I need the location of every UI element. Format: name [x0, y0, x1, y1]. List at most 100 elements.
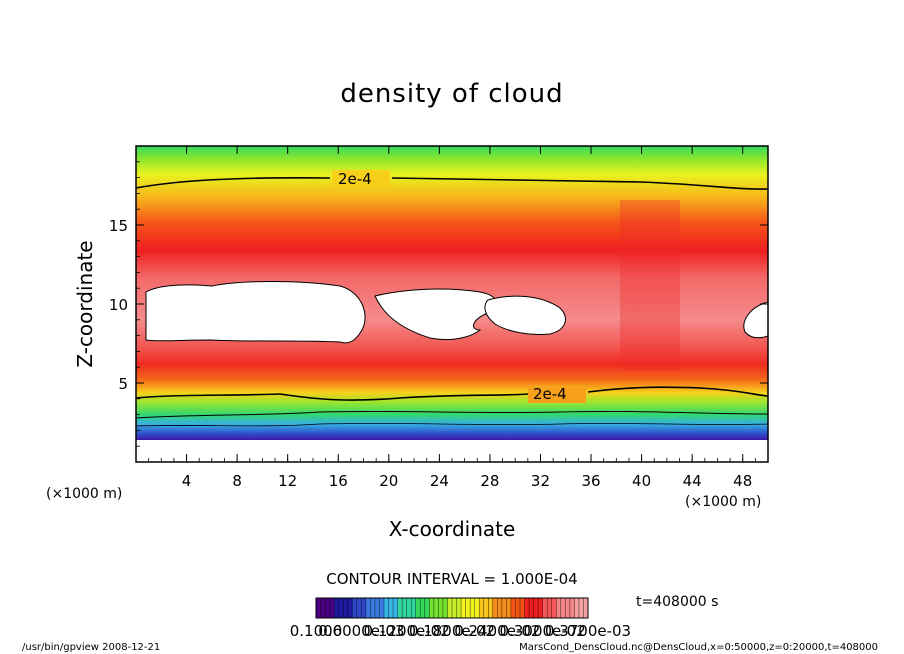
colorbar-segment	[461, 598, 466, 618]
colorbar-segment	[470, 598, 475, 618]
x-tick-label: 44	[683, 472, 702, 490]
density-field	[136, 146, 768, 462]
colorbar-ticks: 0.10000.6000e-030.1200e-020.1800e-020.24…	[290, 622, 631, 640]
contour-lower-3	[136, 423, 768, 427]
colorbar-segment	[316, 598, 321, 618]
colorbar-tick-label: 0.1000	[290, 622, 343, 640]
x-tick-label: 4	[182, 472, 192, 490]
colorbar-segment	[320, 598, 326, 618]
dense-column	[620, 200, 680, 370]
colorbar-segment	[492, 598, 498, 618]
colorbar-frame	[315, 597, 589, 619]
y-tick-label: 10	[109, 296, 128, 314]
colorbar-segment	[479, 598, 485, 618]
y-tick-label: 15	[109, 217, 128, 235]
colorbar-tick-label: 0.3000e-02	[500, 622, 586, 640]
x-tick-label: 16	[329, 472, 348, 490]
colorbar-segment	[424, 598, 430, 618]
cloud-hole-middle	[374, 288, 497, 341]
colorbar-segment	[465, 598, 471, 618]
contour-label-2: 2e-4	[533, 385, 567, 403]
colorbar-segment	[515, 598, 521, 618]
colorbar-segment	[474, 598, 480, 618]
colorbar-segment	[370, 598, 376, 618]
colorbar-tick-label: 0.2400e-02	[454, 622, 540, 640]
contour-lower	[136, 386, 768, 401]
contour-upper	[136, 177, 768, 190]
y-axis: 5 10 15	[109, 161, 768, 447]
colorbar-segment	[384, 598, 389, 618]
colorbar-segment	[551, 598, 557, 618]
colorbar-segment	[388, 598, 394, 618]
colorbar-segment	[456, 598, 462, 618]
contour-lower-2	[136, 410, 768, 419]
x-unit-label: (×1000 m)	[685, 494, 761, 510]
colorbar-segment	[533, 598, 539, 618]
colorbar-segment	[429, 598, 435, 618]
contour-labels: 2e-4 2e-4	[332, 170, 586, 403]
y-tick-label: 5	[118, 375, 128, 393]
colorbar-segment	[447, 598, 453, 618]
colorbar-segment	[406, 598, 412, 618]
x-tick-label: 28	[480, 472, 499, 490]
cloud-hole-right	[484, 295, 566, 335]
colorbar-segment	[583, 598, 589, 618]
cloud-hole-edge	[743, 301, 768, 339]
colorbar-segment	[556, 598, 562, 618]
footer-left: /usr/bin/gpview 2008-12-21	[22, 642, 160, 653]
colorbar-segment	[347, 598, 353, 618]
colorbar-segment	[356, 598, 362, 618]
x-axis: 4 8 12 16 20 24 28 32 36 40 44 48	[148, 146, 756, 490]
colorbar-segment	[538, 598, 543, 618]
colorbar-segment	[374, 598, 380, 618]
colorbar-tick-label: 0.3700e-03	[545, 622, 631, 640]
colorbar-segment	[329, 598, 335, 618]
colorbar-segment	[510, 598, 516, 618]
y-unit-label: (×1000 m)	[46, 486, 122, 502]
colorbar-segment	[343, 598, 349, 618]
contour-label-1: 2e-4	[338, 170, 372, 188]
colorbar-segment	[452, 598, 457, 618]
colorbar-segment	[506, 598, 512, 618]
colorbar-tick-label: 0.1200e-02	[364, 622, 450, 640]
footer-right: MarsCond_DensCloud.nc@DensCloud,x=0:5000…	[519, 642, 878, 653]
x-tick-label: 8	[232, 472, 242, 490]
colorbar-segment	[352, 598, 358, 618]
colorbar-segment	[574, 598, 580, 618]
colorbar-segment	[524, 598, 530, 618]
x-tick-label: 48	[733, 472, 752, 490]
colorbar	[315, 598, 589, 618]
colorbar-segment	[379, 598, 385, 618]
cloud-hole-left	[145, 281, 366, 344]
colorbar-segment	[501, 598, 507, 618]
colorbar-segment	[529, 598, 534, 618]
colorbar-tick-label: 0.1800e-02	[409, 622, 495, 640]
x-tick-label: 32	[531, 472, 550, 490]
colorbar-segment	[420, 598, 426, 618]
colorbar-segment	[569, 598, 575, 618]
x-tick-label: 20	[379, 472, 398, 490]
colorbar-segment	[415, 598, 421, 618]
colorbar-segment	[483, 598, 489, 618]
bottom-blank	[136, 440, 768, 462]
colorbar-segment	[438, 598, 444, 618]
colorbar-segment	[397, 598, 403, 618]
colorbar-segment	[334, 598, 339, 618]
colorbar-segment	[365, 598, 371, 618]
colorbar-segment	[520, 598, 525, 618]
colorbar-segment	[497, 598, 503, 618]
colorbar-segment	[542, 598, 548, 618]
colorbar-segment	[578, 598, 584, 618]
contour-interval: CONTOUR INTERVAL = 1.000E-04	[326, 570, 577, 588]
y-axis-label: Z-coordinate	[73, 240, 97, 367]
colorbar-segment	[393, 598, 398, 618]
x-tick-label: 12	[278, 472, 297, 490]
contour-label-box-2	[528, 385, 586, 403]
contour-label-box-1	[332, 170, 390, 188]
colorbar-segment	[402, 598, 407, 618]
colorbar-segment	[565, 598, 571, 618]
colorbar-segment	[411, 598, 417, 618]
colorbar-segment	[325, 598, 330, 618]
x-tick-label: 24	[430, 472, 449, 490]
